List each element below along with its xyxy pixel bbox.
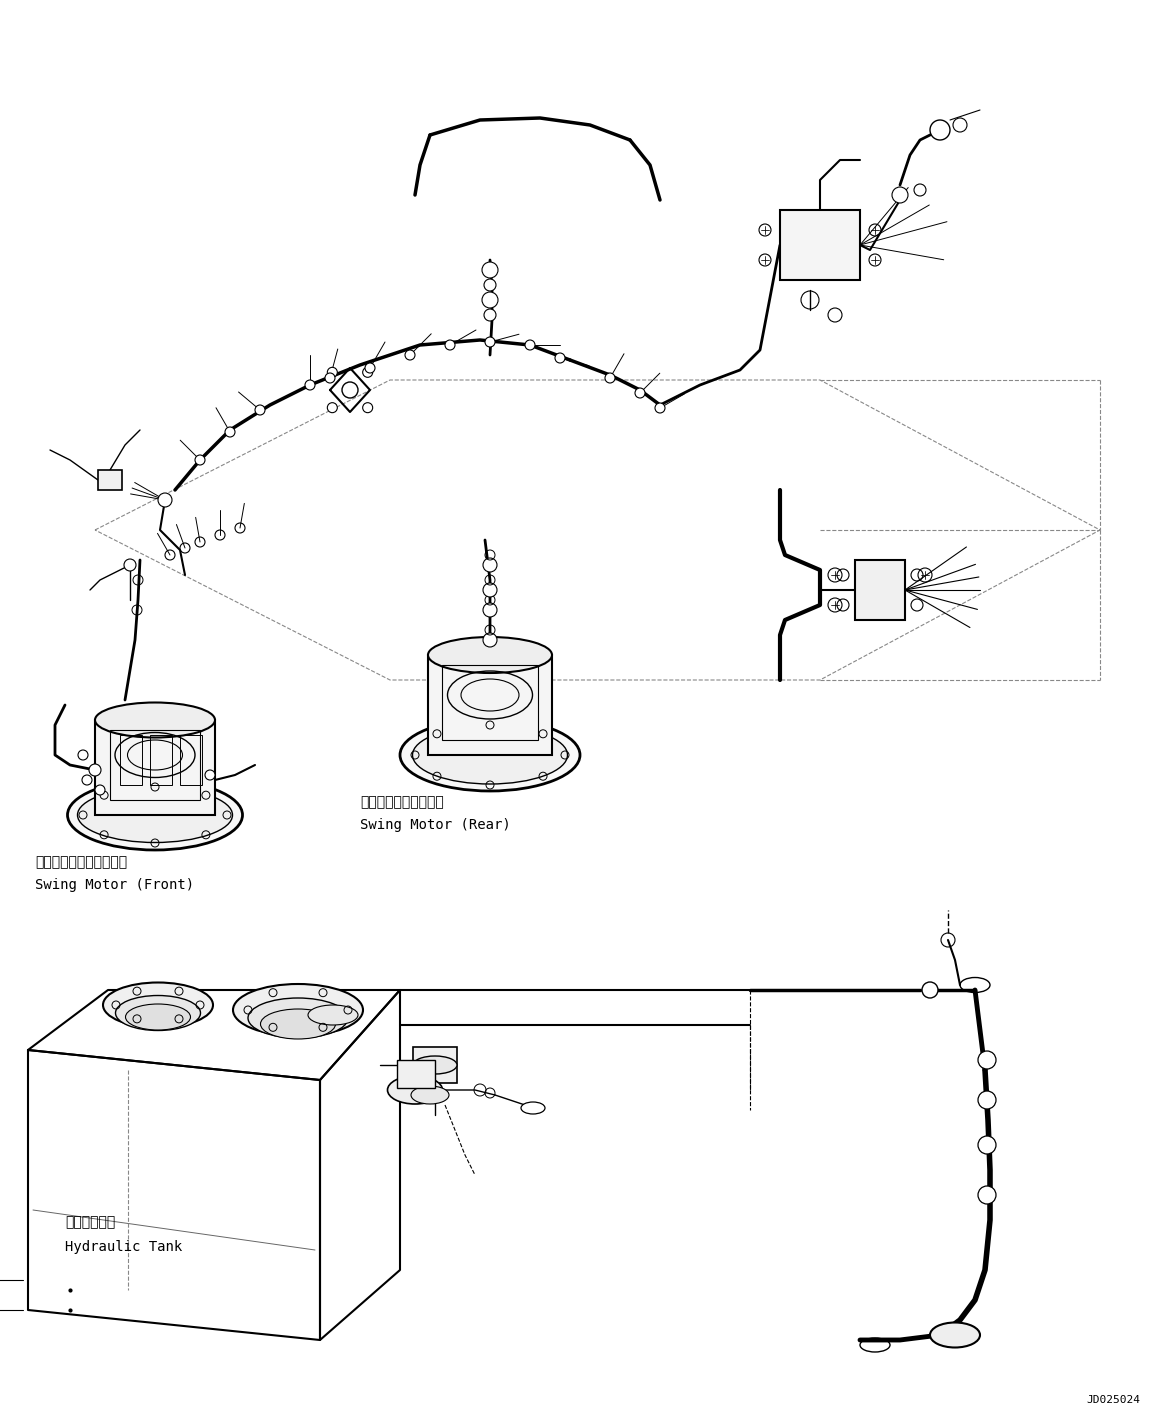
Circle shape	[363, 403, 372, 413]
Circle shape	[485, 337, 495, 347]
Ellipse shape	[78, 787, 233, 843]
Ellipse shape	[248, 998, 348, 1038]
Ellipse shape	[115, 995, 200, 1031]
Ellipse shape	[387, 1077, 442, 1104]
Ellipse shape	[261, 1010, 335, 1040]
Ellipse shape	[126, 1004, 191, 1030]
Text: Hydraulic Tank: Hydraulic Tank	[65, 1240, 183, 1254]
Circle shape	[525, 340, 535, 350]
Text: Swing Motor (Rear): Swing Motor (Rear)	[361, 818, 511, 833]
Ellipse shape	[104, 982, 213, 1028]
Bar	[120, 735, 142, 785]
Ellipse shape	[411, 1087, 449, 1104]
Circle shape	[445, 340, 455, 350]
Ellipse shape	[67, 780, 243, 850]
Bar	[780, 210, 859, 280]
Text: 旋回モータ（リヤー）: 旋回モータ（リヤー）	[361, 795, 444, 810]
Circle shape	[78, 750, 88, 760]
Circle shape	[158, 493, 172, 507]
Circle shape	[922, 982, 939, 998]
Circle shape	[327, 367, 337, 377]
Circle shape	[484, 308, 495, 321]
Circle shape	[483, 558, 497, 573]
Ellipse shape	[95, 703, 215, 737]
Circle shape	[978, 1187, 996, 1204]
Text: JD025024: JD025024	[1086, 1395, 1140, 1405]
Bar	[413, 1047, 457, 1082]
Ellipse shape	[413, 1055, 457, 1074]
Circle shape	[124, 558, 136, 571]
Text: 旋回モータ（フロント）: 旋回モータ（フロント）	[35, 855, 127, 870]
Circle shape	[405, 350, 415, 360]
Bar	[855, 560, 905, 620]
Bar	[180, 735, 202, 785]
Circle shape	[327, 403, 337, 413]
Bar	[95, 720, 215, 815]
Circle shape	[635, 388, 645, 398]
Circle shape	[892, 187, 908, 203]
Ellipse shape	[428, 637, 552, 673]
Bar	[428, 655, 552, 755]
Circle shape	[305, 380, 315, 390]
Circle shape	[224, 427, 235, 437]
Bar	[442, 665, 538, 740]
Circle shape	[484, 278, 495, 291]
Circle shape	[342, 383, 358, 398]
Ellipse shape	[400, 720, 580, 791]
Ellipse shape	[930, 1322, 980, 1348]
Circle shape	[483, 583, 497, 597]
Text: Swing Motor (Front): Swing Motor (Front)	[35, 878, 194, 892]
Circle shape	[205, 770, 215, 780]
Circle shape	[90, 764, 101, 775]
Text: 作動油タンク: 作動油タンク	[65, 1215, 115, 1230]
Circle shape	[481, 291, 498, 308]
Ellipse shape	[233, 984, 363, 1035]
Circle shape	[481, 261, 498, 278]
Circle shape	[255, 406, 265, 416]
Circle shape	[655, 403, 665, 413]
Circle shape	[195, 456, 205, 466]
Circle shape	[83, 775, 92, 785]
Ellipse shape	[413, 725, 568, 784]
Circle shape	[555, 353, 565, 363]
Circle shape	[978, 1091, 996, 1110]
Bar	[150, 735, 172, 785]
Bar	[110, 730, 200, 800]
Circle shape	[324, 373, 335, 383]
Circle shape	[483, 603, 497, 617]
Circle shape	[95, 785, 105, 795]
Circle shape	[363, 367, 372, 377]
Circle shape	[930, 120, 950, 140]
Circle shape	[605, 373, 615, 383]
Circle shape	[483, 633, 497, 647]
Circle shape	[978, 1137, 996, 1154]
Ellipse shape	[521, 1102, 545, 1114]
Ellipse shape	[308, 1005, 358, 1025]
Circle shape	[978, 1051, 996, 1070]
Circle shape	[365, 363, 374, 373]
Bar	[397, 1060, 435, 1088]
Bar	[98, 470, 122, 490]
